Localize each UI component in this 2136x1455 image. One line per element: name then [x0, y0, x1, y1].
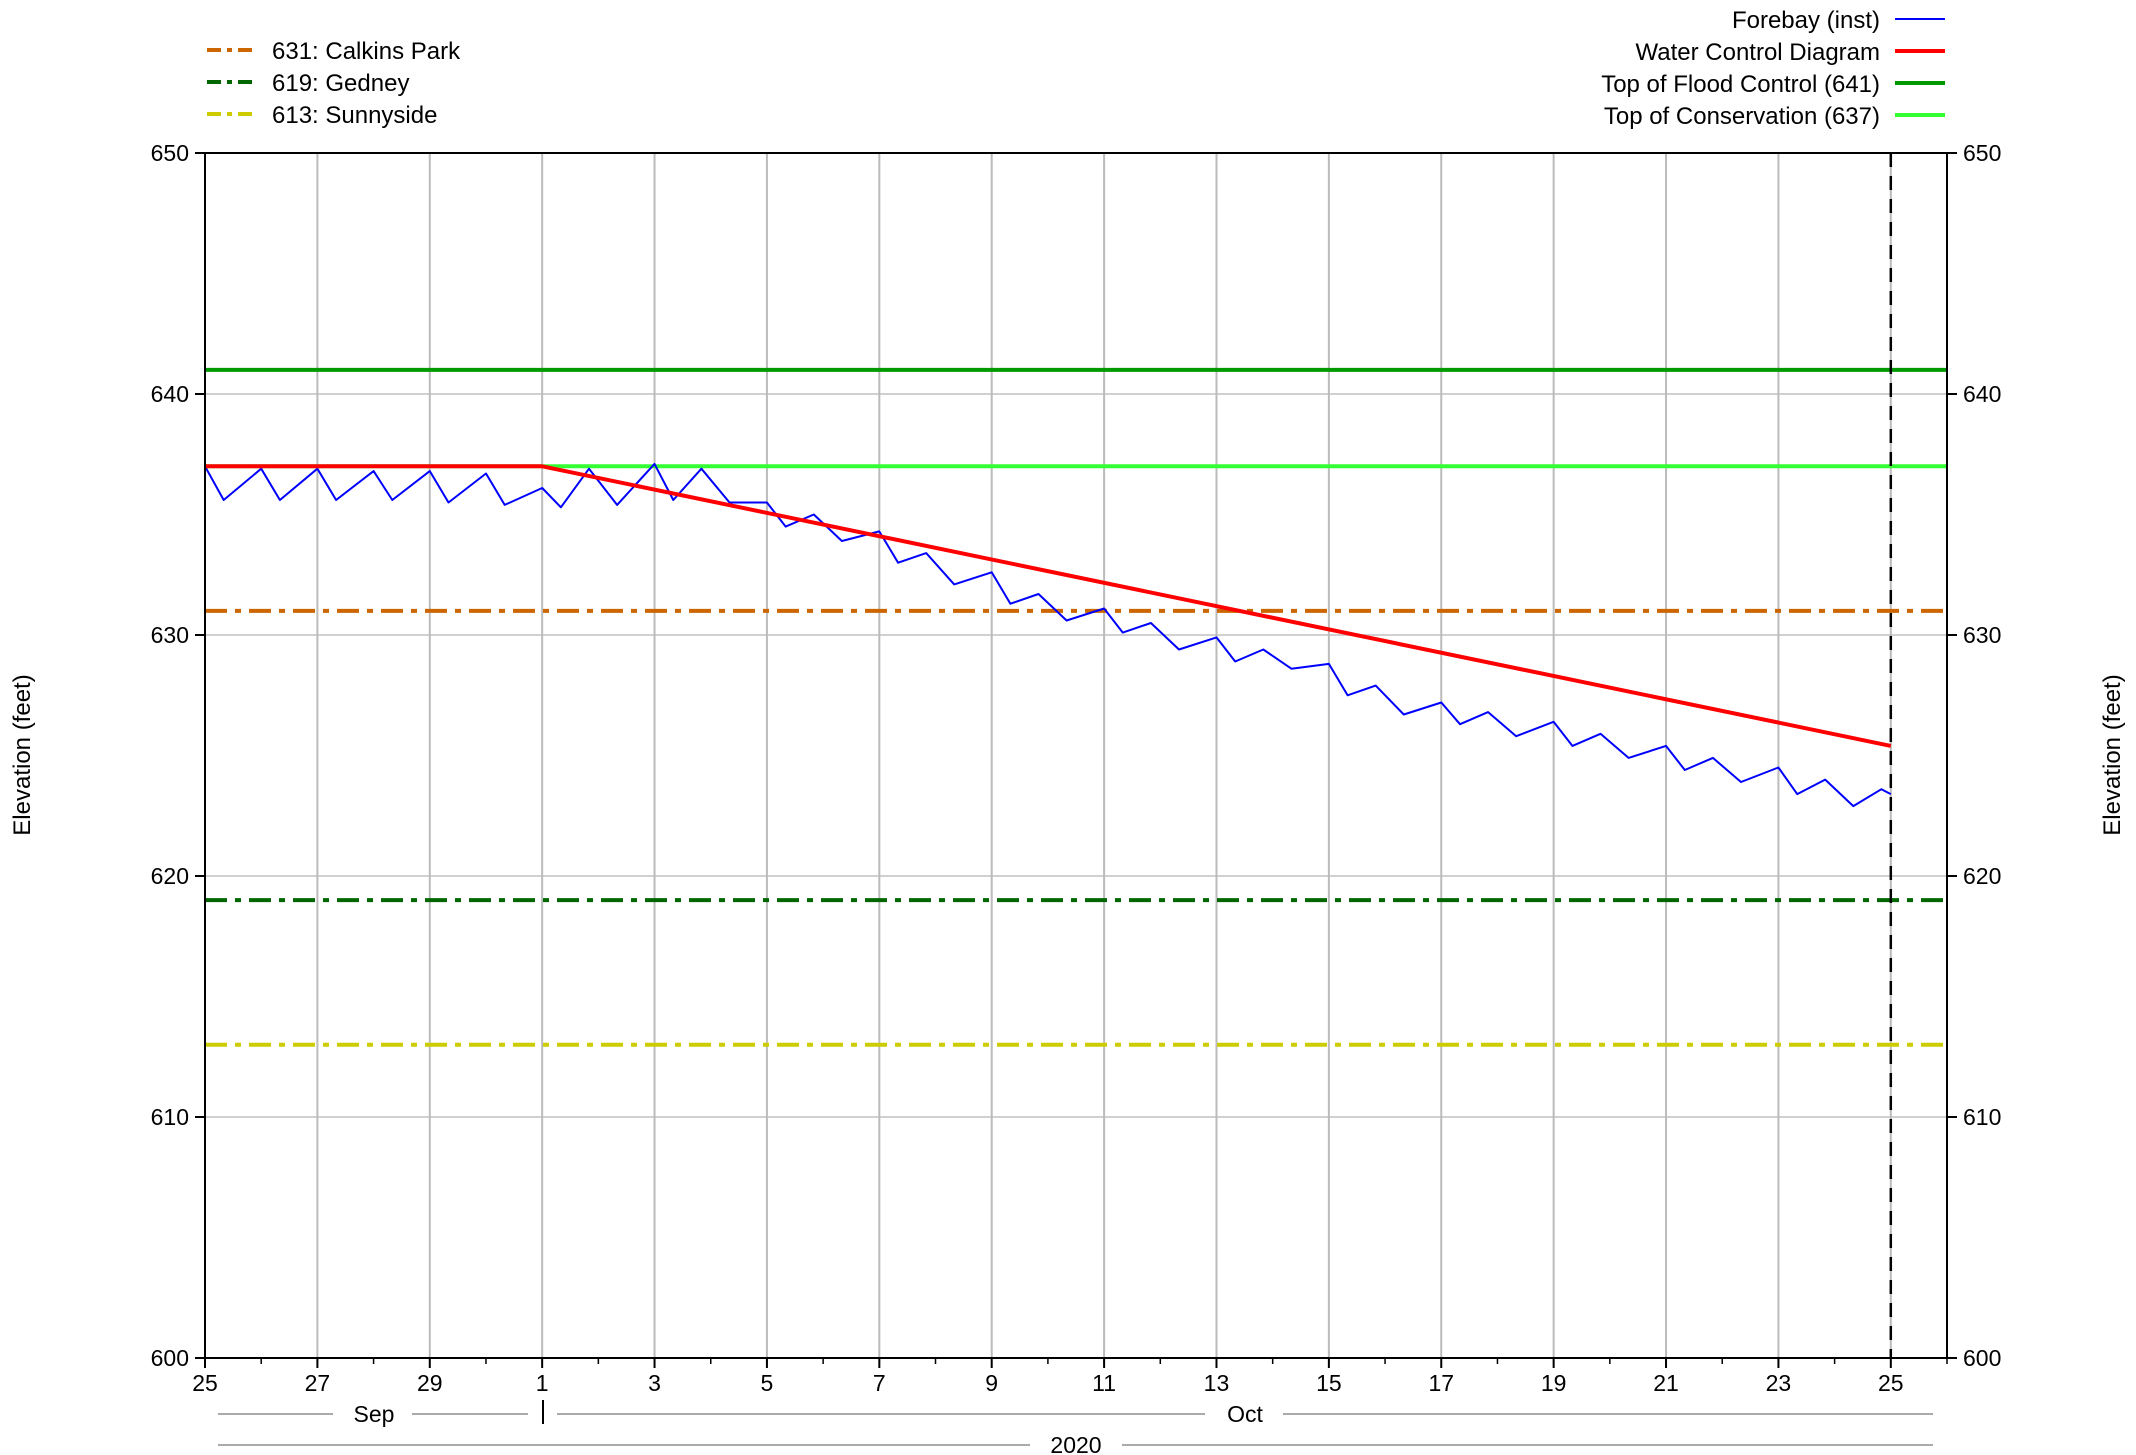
forebay-series-line	[204, 462, 1892, 808]
y-tick-label: 630	[151, 622, 189, 648]
y-tick-label: 630	[1963, 622, 2001, 648]
x-tick-label: 23	[1766, 1370, 1792, 1396]
x-tick-label: 19	[1541, 1370, 1567, 1396]
series-lines	[204, 462, 1892, 808]
x-tick-label: 29	[417, 1370, 443, 1396]
left-y-axis: 600 610 620 630 640 650	[151, 140, 205, 1371]
month-label-oct: Oct	[1227, 1401, 1263, 1427]
x-axis: 25 27 29 1 3 5 7 9 11 13 15 17 19 21 23 25	[192, 1358, 1948, 1396]
x-tick-label: 25	[192, 1370, 218, 1396]
legend-label: 619: Gedney	[272, 70, 409, 97]
x-tick-label: 13	[1204, 1370, 1230, 1396]
x-tick-label: 25	[1878, 1370, 1904, 1396]
water-control-series-line	[205, 464, 1892, 748]
y-tick-label: 650	[151, 140, 189, 166]
y-tick-label: 620	[151, 863, 189, 889]
x-tick-label: 3	[648, 1370, 661, 1396]
legend-label: 613: Sunnyside	[272, 102, 437, 129]
right-axis-label: Elevation (feet)	[2099, 674, 2126, 835]
x-tick-label: 11	[1092, 1370, 1116, 1396]
x-tick-label: 21	[1653, 1370, 1679, 1396]
year-label: 2020	[1050, 1432, 1101, 1455]
month-row: Sep Oct	[218, 1400, 1933, 1427]
right-y-axis: 600 610 620 630 640 650	[1947, 140, 2001, 1371]
legend-label: 631: Calkins Park	[272, 38, 461, 65]
legend-right: Forebay (inst) Water Control Diagram Top o…	[1601, 7, 1945, 130]
legend-left: 631: Calkins Park 619: Gedney 613: Sunnysi…	[207, 38, 461, 129]
y-tick-label: 650	[1963, 140, 2001, 166]
month-label-sep: Sep	[354, 1401, 395, 1427]
x-tick-label: 17	[1428, 1370, 1454, 1396]
y-tick-label: 610	[151, 1104, 189, 1130]
y-tick-label: 640	[151, 381, 189, 407]
y-tick-label: 600	[1963, 1345, 2001, 1371]
x-tick-label: 7	[873, 1370, 886, 1396]
x-tick-label: 9	[985, 1370, 998, 1396]
y-tick-label: 600	[151, 1345, 189, 1371]
x-tick-label: 27	[305, 1370, 331, 1396]
x-tick-label: 1	[536, 1370, 549, 1396]
legend-label: Top of Conservation (637)	[1604, 103, 1880, 130]
left-axis-label: Elevation (feet)	[9, 674, 36, 835]
plot-frame	[204, 152, 1948, 1359]
legend-label: Water Control Diagram	[1635, 39, 1880, 66]
y-tick-label: 640	[1963, 381, 2001, 407]
legend-label: Top of Flood Control (641)	[1601, 71, 1880, 98]
x-tick-label: 5	[761, 1370, 774, 1396]
y-tick-label: 610	[1963, 1104, 2001, 1130]
legend-label: Forebay (inst)	[1732, 7, 1880, 34]
y-tick-label: 620	[1963, 863, 2001, 889]
x-tick-label: 15	[1316, 1370, 1342, 1396]
year-row: 2020	[218, 1432, 1933, 1455]
